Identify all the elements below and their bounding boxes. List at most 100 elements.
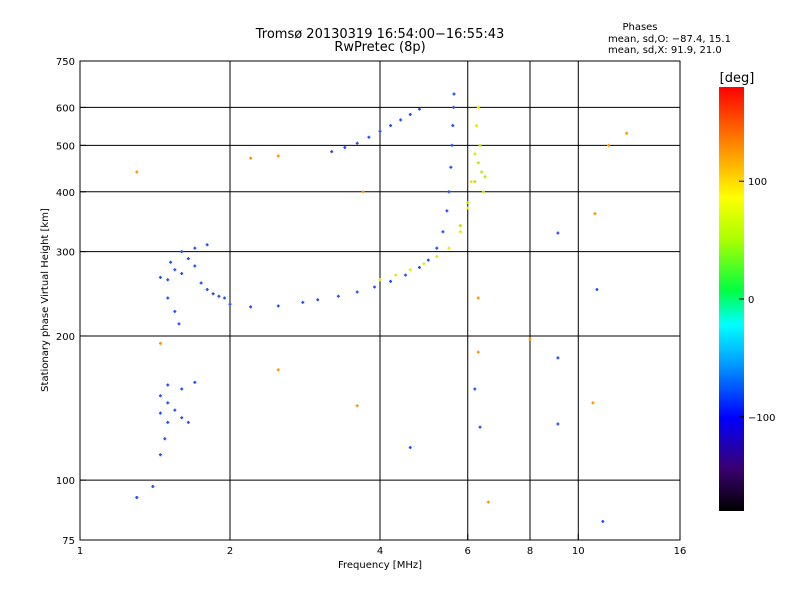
data-point <box>483 175 487 179</box>
data-point <box>158 453 162 457</box>
data-point <box>591 401 595 405</box>
data-point <box>166 383 170 387</box>
data-point <box>193 380 197 384</box>
data-point <box>355 290 359 294</box>
data-point <box>408 445 412 449</box>
stats-o-mode: mean, sd,O: −87.4, 15.1 <box>608 34 731 45</box>
x-tick-label: 1 <box>77 546 83 557</box>
data-point <box>180 387 184 391</box>
data-point <box>217 294 221 298</box>
data-point <box>458 230 462 234</box>
data-point <box>166 401 170 405</box>
data-point <box>316 298 320 302</box>
data-point <box>473 180 477 184</box>
stats-header: Phases <box>622 22 657 33</box>
data-point <box>447 246 451 250</box>
data-point <box>528 337 532 341</box>
data-point <box>343 145 347 149</box>
data-point <box>378 129 382 133</box>
x-tick-label: 10 <box>572 546 585 557</box>
data-point <box>476 296 480 300</box>
data-point <box>158 341 162 345</box>
y-axis: 75 100 200 300 400 500 600 750 <box>56 57 86 547</box>
data-point <box>166 278 170 282</box>
data-point <box>399 118 403 122</box>
data-point <box>158 411 162 415</box>
data-point <box>211 292 215 296</box>
y-tick-label: 100 <box>56 476 75 487</box>
data-point <box>408 112 412 116</box>
y-axis-label: Stationary phase Virtual Height [km] <box>40 208 51 392</box>
data-point <box>473 387 477 391</box>
data-point <box>180 272 184 276</box>
data-point <box>228 302 232 306</box>
data-point <box>193 264 197 268</box>
data-point <box>445 209 449 213</box>
colorbar-label: [deg] <box>720 71 755 86</box>
data-point <box>173 309 177 313</box>
data-point <box>276 304 280 308</box>
colorbar-tick-label: 100 <box>748 177 767 188</box>
data-point <box>478 425 482 429</box>
data-point <box>449 165 453 169</box>
y-tick-label: 400 <box>56 188 75 199</box>
data-point <box>158 275 162 279</box>
data-point <box>469 180 473 184</box>
y-tick-label: 500 <box>56 141 75 152</box>
data-point <box>450 143 454 147</box>
x-tick-label: 4 <box>377 546 383 557</box>
data-point <box>355 404 359 408</box>
chart-subtitle: RwPretec (8p) <box>334 40 425 55</box>
data-point <box>408 268 412 272</box>
y-tick-label: 200 <box>56 332 75 343</box>
colorbar-tick-label: −100 <box>748 413 775 424</box>
data-point <box>173 268 177 272</box>
data-point <box>625 131 629 135</box>
data-point <box>193 246 197 250</box>
data-point <box>595 288 599 292</box>
data-point <box>480 170 484 174</box>
data-point <box>476 161 480 165</box>
data-point <box>249 156 253 160</box>
data-point <box>556 422 560 426</box>
x-tick-label: 6 <box>465 546 471 557</box>
data-point <box>435 255 439 259</box>
data-point <box>205 288 209 292</box>
data-point <box>475 124 479 128</box>
y-tick-label: 75 <box>62 536 75 547</box>
y-tick-label: 750 <box>56 57 75 68</box>
x-axis: 1 2 4 6 8 10 16 <box>77 534 687 557</box>
data-point <box>601 519 605 523</box>
x-tick-label: 16 <box>674 546 687 557</box>
data-point <box>452 105 456 109</box>
chart-title: Tromsø 20130319 16:54:00−16:55:43 <box>255 27 505 42</box>
data-points <box>135 92 629 523</box>
colorbar-ticks: 100 0 −100 <box>739 177 775 424</box>
data-point <box>135 170 139 174</box>
data-point <box>403 273 407 277</box>
data-point <box>373 285 377 289</box>
data-point <box>173 408 177 412</box>
data-point <box>166 420 170 424</box>
data-point <box>169 260 173 264</box>
data-point <box>394 273 398 277</box>
data-point <box>556 231 560 235</box>
stats-x-mode: mean, sd,X: 91.9, 21.0 <box>608 45 722 56</box>
data-point <box>180 416 184 420</box>
data-point <box>361 190 365 194</box>
data-point <box>166 296 170 300</box>
data-point <box>389 124 393 128</box>
data-point <box>607 143 611 147</box>
x-tick-label: 8 <box>527 546 533 557</box>
data-point <box>417 265 421 269</box>
data-point <box>205 243 209 247</box>
data-point <box>301 300 305 304</box>
data-point <box>473 152 477 156</box>
data-point <box>199 281 203 285</box>
data-point <box>163 437 167 441</box>
data-point <box>367 135 371 139</box>
data-point <box>593 212 597 216</box>
data-point <box>330 150 334 154</box>
data-point <box>466 200 470 204</box>
